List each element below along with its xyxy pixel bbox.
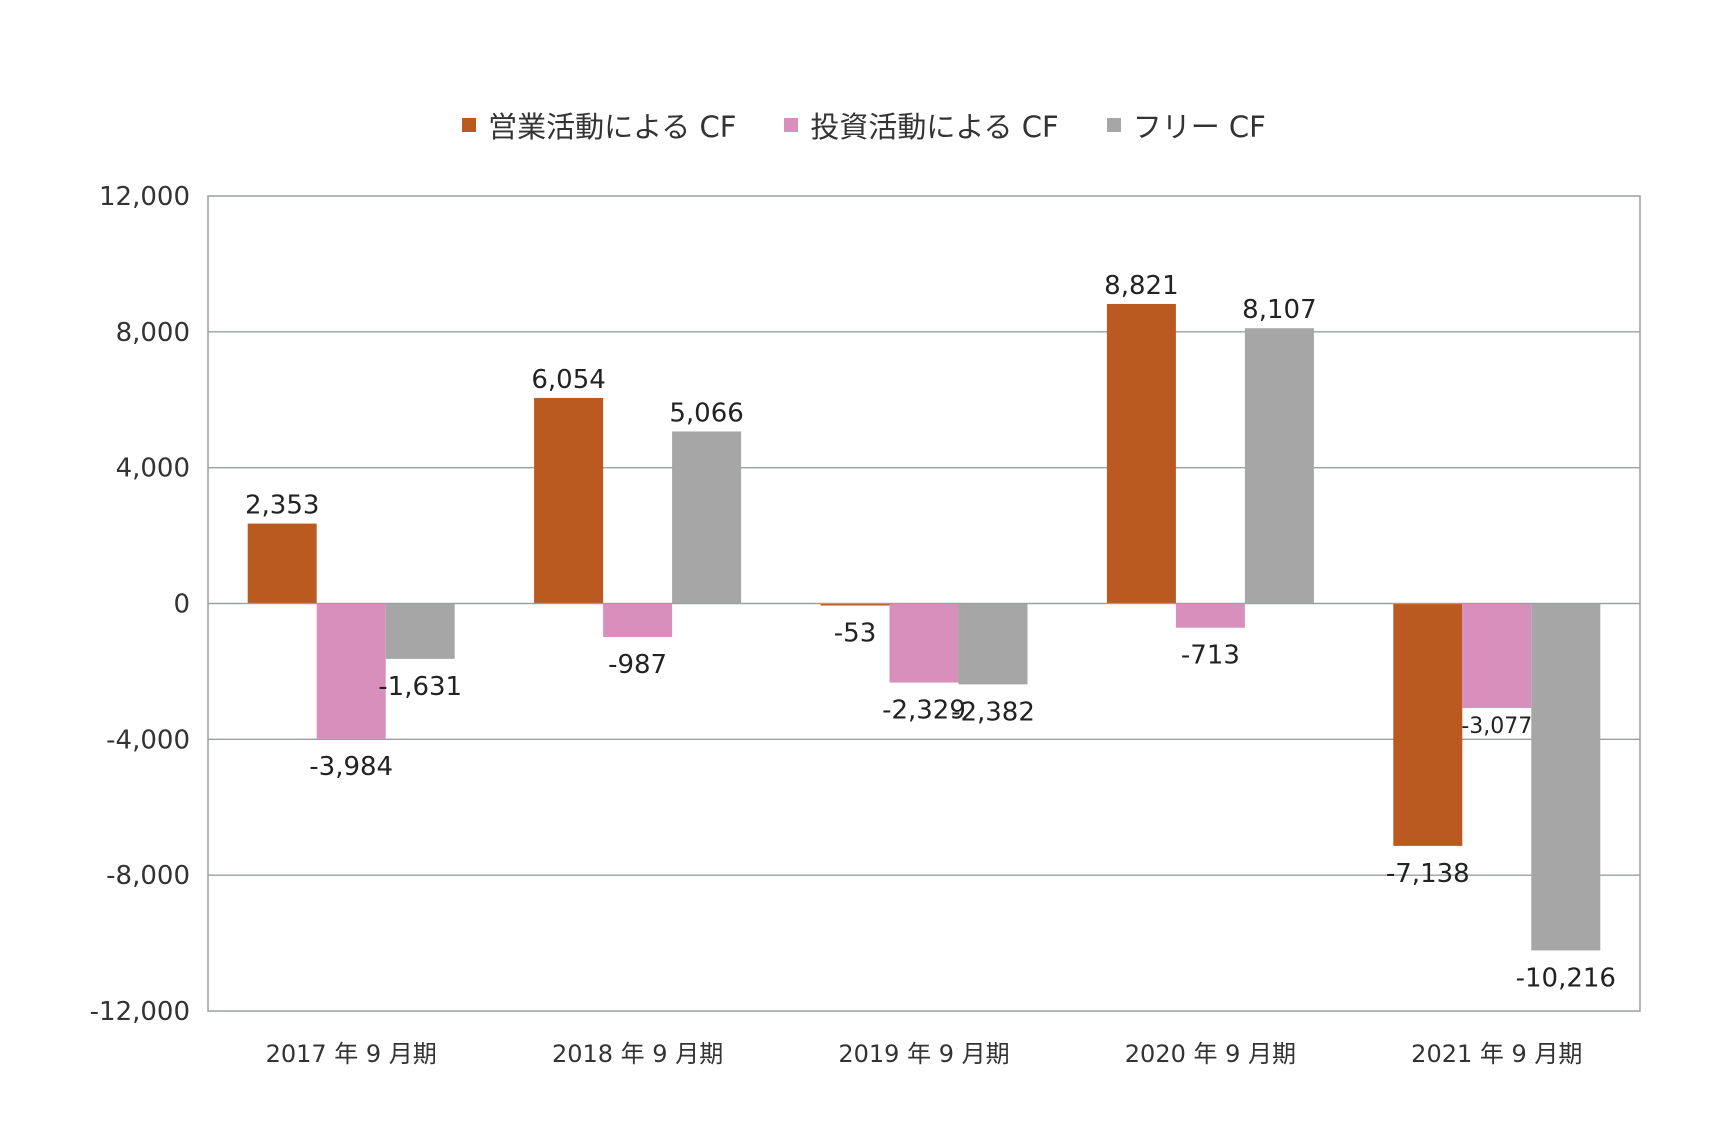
data-label-operating-cf: -53 (834, 618, 876, 648)
legend-item-investing-cf: 投資活動による CF (784, 104, 1059, 146)
y-tick-label: -4,000 (106, 725, 190, 755)
y-tick-label: -12,000 (90, 997, 190, 1027)
legend-label-investing-cf: 投資活動による CF (810, 110, 1059, 144)
x-tick-label: 2020 年 9 月期 (1125, 1040, 1296, 1068)
bar-investing-cf (1175, 603, 1245, 628)
data-label-investing-cf: -2,329 (882, 696, 966, 726)
bar-investing-cf (316, 603, 386, 739)
bar-investing-cf (1462, 603, 1532, 708)
legend-item-operating-cf: 営業活動による CF (462, 104, 736, 146)
y-tick-label: 8,000 (116, 318, 190, 348)
data-label-investing-cf: -987 (608, 650, 667, 680)
data-label-operating-cf: -7,138 (1386, 859, 1470, 889)
bar-investing-cf (889, 603, 959, 683)
bar-free-cf (1244, 328, 1314, 604)
data-label-investing-cf: -713 (1181, 641, 1240, 671)
data-label-operating-cf: 6,054 (531, 365, 605, 395)
y-tick-label: 4,000 (116, 454, 190, 484)
legend-swatch-free-cf (1106, 118, 1121, 132)
bar-free-cf (385, 603, 455, 659)
legend-label-free-cf: フリー CF (1132, 110, 1266, 144)
data-label-free-cf: -1,631 (378, 672, 462, 702)
data-label-free-cf: -2,382 (951, 697, 1035, 727)
x-tick-label: 2017 年 9 月期 (266, 1040, 437, 1068)
data-label-free-cf: -10,216 (1516, 963, 1616, 993)
data-label-investing-cf: -3,984 (309, 752, 393, 782)
bar-operating-cf (247, 523, 317, 604)
legend-item-free-cf: フリー CF (1106, 104, 1266, 146)
bar-free-cf (1531, 603, 1601, 951)
y-tick-label: -8,000 (106, 861, 190, 891)
bar-free-cf (672, 431, 742, 604)
bar-operating-cf (534, 397, 604, 604)
bar-free-cf (958, 603, 1028, 685)
data-label-operating-cf: 2,353 (245, 491, 319, 521)
bar-operating-cf (820, 603, 890, 606)
x-tick-label: 2019 年 9 月期 (838, 1040, 1009, 1068)
data-label-operating-cf: 8,821 (1104, 271, 1178, 301)
bar-operating-cf (1393, 603, 1463, 846)
legend-swatch-investing-cf (784, 118, 799, 132)
legend-label-operating-cf: 営業活動による CF (488, 110, 737, 144)
data-label-free-cf: 8,107 (1242, 295, 1316, 325)
chart-legend: 営業活動による CF 投資活動による CF フリー CF (0, 104, 1728, 146)
bar-operating-cf (1106, 303, 1176, 604)
bar-investing-cf (603, 603, 673, 638)
data-label-investing-cf: -3,077 (1461, 714, 1532, 739)
x-tick-label: 2018 年 9 月期 (552, 1040, 723, 1068)
x-tick-label: 2021 年 9 月期 (1411, 1040, 1582, 1068)
y-tick-label: 0 (173, 590, 190, 620)
legend-swatch-operating-cf (462, 118, 477, 132)
data-label-free-cf: 5,066 (669, 398, 743, 428)
y-tick-label: 12,000 (99, 182, 190, 212)
